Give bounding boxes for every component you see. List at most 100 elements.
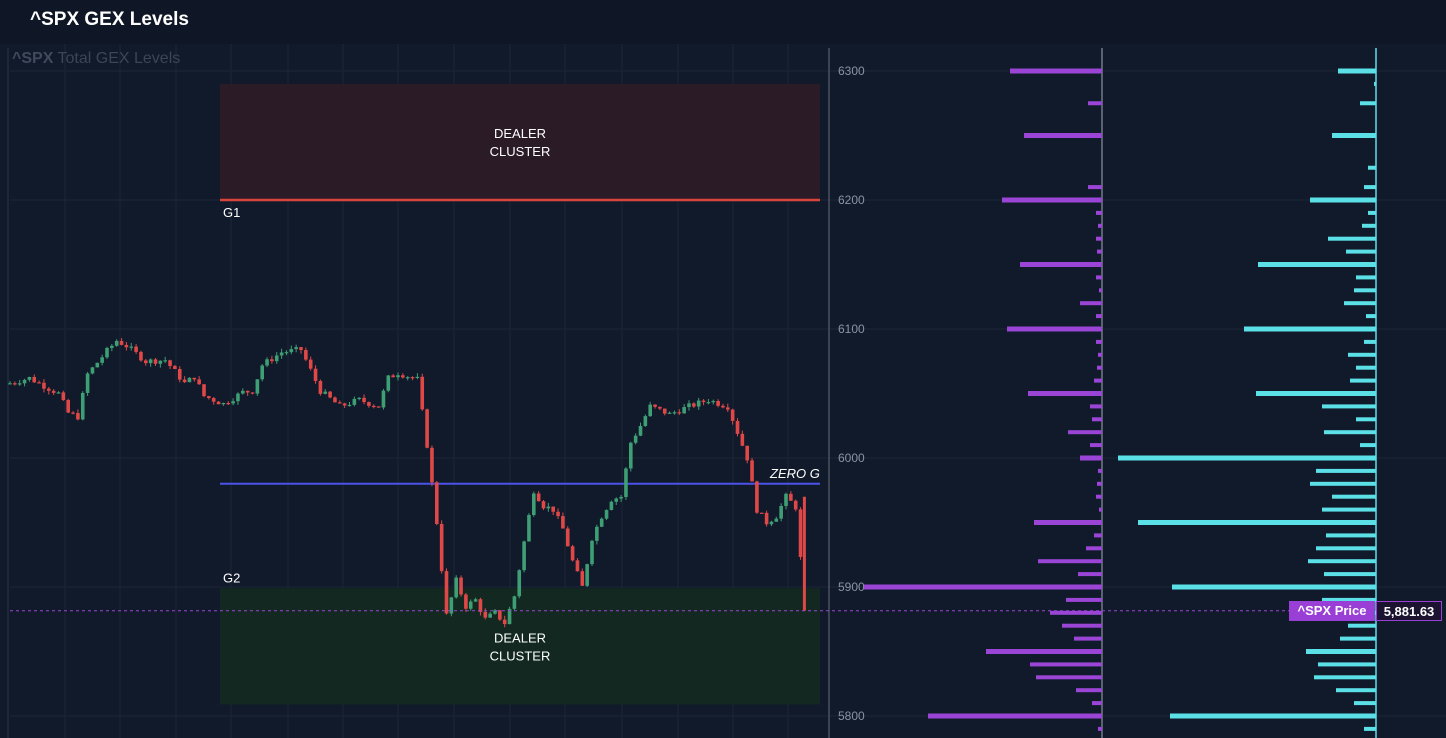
- candle-bear: [677, 412, 682, 414]
- candle-bear: [76, 413, 80, 420]
- candle-bear: [541, 501, 546, 509]
- candle-bull: [265, 359, 269, 366]
- candle-bear: [66, 400, 70, 413]
- candle-bear: [173, 365, 177, 370]
- candle-bear: [197, 379, 201, 385]
- candle-bear: [798, 509, 803, 557]
- net-gex-bar: [1096, 275, 1102, 280]
- chart-area[interactable]: DEALER CLUSTER DEALER CLUSTER G1 ZERO G G2 63…: [0, 44, 1446, 738]
- net-gex-bar: [986, 649, 1102, 654]
- candle-bull: [8, 383, 12, 385]
- candle-bear: [701, 400, 706, 403]
- price-tick-label: 6300: [838, 64, 865, 78]
- candle-bear: [168, 360, 172, 366]
- abs-gex-bar: [1368, 210, 1376, 215]
- candle-bear: [318, 380, 323, 394]
- candle-bear: [570, 546, 575, 561]
- candle-bull: [493, 610, 497, 614]
- candle-bull: [80, 392, 85, 420]
- candle-bear: [420, 376, 425, 410]
- candle-bear: [51, 390, 56, 393]
- candle-bull: [381, 390, 386, 408]
- candle-bull: [255, 379, 260, 394]
- subtitle-symbol: ^SPX: [12, 50, 54, 67]
- candle-bear: [226, 403, 231, 405]
- candle-bear: [299, 347, 303, 351]
- abs-gex-bar: [1368, 165, 1376, 170]
- candle-bear: [478, 599, 483, 612]
- candle-bull: [90, 367, 95, 374]
- g2-label: G2: [223, 570, 240, 585]
- candle-bear: [153, 359, 158, 364]
- candle-bull: [468, 601, 473, 609]
- candle-bear: [139, 351, 143, 361]
- candle-bear: [177, 369, 182, 380]
- net-gex-bar: [1090, 404, 1102, 409]
- net-gex-bar: [1068, 430, 1102, 435]
- candle-bear: [750, 460, 754, 482]
- candle-bull: [590, 540, 594, 565]
- abs-gex-bar: [1310, 481, 1376, 486]
- abs-gex-bar: [1356, 275, 1376, 280]
- candle-bull: [454, 577, 458, 598]
- zero-g-label: ZERO G: [769, 466, 820, 481]
- candle-bull: [231, 401, 235, 404]
- candle-bull: [614, 498, 619, 502]
- chart-svg[interactable]: DEALER CLUSTER DEALER CLUSTER G1 ZERO G G2 63…: [0, 44, 1446, 738]
- abs-gex-bar: [1310, 197, 1376, 203]
- net-gex-bar: [1098, 726, 1102, 731]
- price-tick-label: 6000: [838, 451, 865, 465]
- candle-bull: [488, 613, 492, 618]
- candle-bull: [546, 506, 551, 509]
- candle-bull: [473, 599, 478, 602]
- candle-bull: [158, 360, 163, 364]
- net-gex-bar: [1024, 133, 1102, 138]
- net-gex-bar: [1088, 101, 1102, 106]
- candle-bear: [308, 359, 313, 369]
- net-gex-bar: [1007, 326, 1102, 332]
- candle-bull: [105, 347, 109, 358]
- candle-bull: [595, 526, 599, 541]
- abs-gex-bar: [1354, 288, 1376, 293]
- net-gex-bar: [1080, 455, 1102, 461]
- candle-bear: [459, 577, 463, 595]
- candle-bull: [682, 407, 686, 414]
- candle-bear: [721, 405, 725, 408]
- candle-bull: [187, 377, 192, 383]
- candle-bull: [619, 496, 623, 499]
- price-tag-label: ^SPX Price: [1289, 601, 1375, 621]
- candle-bear: [304, 350, 308, 360]
- candle-bear: [439, 523, 444, 572]
- net-gex-bar: [928, 713, 1102, 719]
- candle-bear: [410, 377, 415, 379]
- net-gex-bar: [1094, 378, 1102, 383]
- candle-bull: [56, 392, 61, 394]
- candle-bull: [415, 376, 420, 379]
- candle-bear: [391, 375, 395, 378]
- price-axis: 6300 6200 6100 6000 5900 5800: [838, 64, 865, 723]
- dealer-cluster-label: DEALER CLUSTER: [490, 126, 551, 159]
- abs-gex-bar: [1364, 726, 1376, 731]
- abs-gex-bar: [1322, 507, 1376, 512]
- candle-bear: [342, 403, 347, 406]
- candle-bear: [502, 619, 507, 625]
- net-gex-bar: [1020, 262, 1102, 267]
- net-gex-bar: [1096, 494, 1102, 499]
- candle-bull: [110, 345, 114, 348]
- candle-bear: [726, 407, 730, 410]
- candle-bull: [648, 404, 652, 417]
- candle-bull: [294, 347, 298, 350]
- abs-gex-bar: [1336, 688, 1376, 693]
- candle-bear: [556, 511, 560, 517]
- gex-level-lines: G1 ZERO G G2: [220, 198, 820, 585]
- candle-bear: [730, 409, 735, 421]
- net-gex-bar: [1010, 68, 1102, 74]
- candle-bear: [37, 382, 41, 384]
- abs-gex-bar: [1362, 223, 1376, 228]
- candle-bull: [517, 570, 522, 597]
- candle-bear: [653, 404, 657, 407]
- abs-gex-bar: [1118, 455, 1376, 461]
- candle-bull: [163, 360, 167, 362]
- candle-bull: [784, 493, 788, 506]
- g1-label: G1: [223, 205, 240, 220]
